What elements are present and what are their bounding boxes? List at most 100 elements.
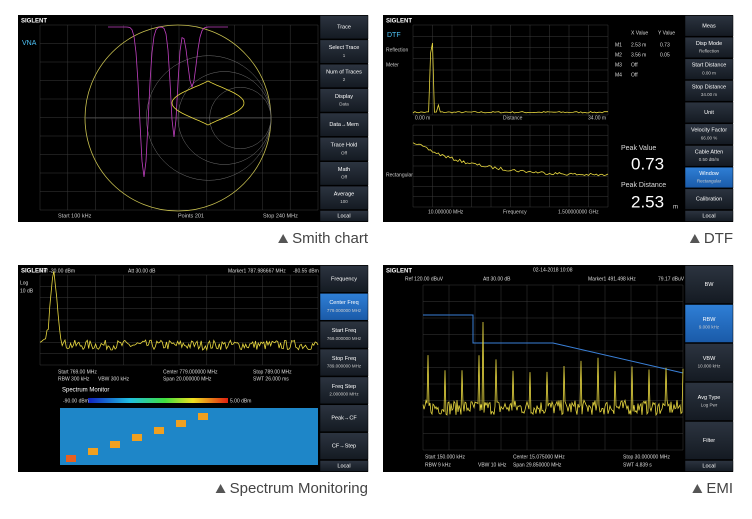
screen-label: Span 29.850000 MHz [513, 462, 562, 468]
screen-label: Rectangular [386, 172, 413, 178]
screen-label: M3 [615, 62, 622, 68]
softkey-value: 1 [343, 53, 346, 58]
softkey-value: 779.000000 MHz [327, 308, 362, 313]
softkey [319, 265, 369, 293]
softkey [684, 58, 734, 80]
softkey-title: Data→Mem [329, 122, 359, 128]
screen-label: Frequency [503, 209, 527, 215]
softkey-title: Select Trace [329, 45, 360, 51]
softkey-title: Local [702, 213, 715, 219]
burst [66, 455, 76, 462]
screen-label: Off [631, 62, 638, 68]
softkey-title: Display [335, 94, 353, 100]
softkey [319, 161, 369, 186]
softkey-title: Velocity Factor [691, 128, 727, 134]
loss-trace [412, 142, 609, 177]
burst [176, 420, 186, 427]
softkey [684, 80, 734, 102]
softkey-title: BW [705, 282, 715, 288]
color-bar [88, 398, 228, 403]
screen-label: 10 dB [20, 288, 34, 294]
softkey-title: Local [337, 463, 350, 469]
softkey [684, 188, 734, 210]
softkey [684, 145, 734, 167]
softkey-value: 0.00 m [702, 70, 716, 75]
screen-label: RBW 9 kHz [425, 462, 451, 468]
softkey [684, 304, 734, 343]
burst [198, 413, 208, 420]
softkey [319, 376, 369, 405]
screen-label: 10.000000 MHz [428, 209, 464, 215]
screen-label: Start 100 kHz [58, 213, 92, 219]
softkey [684, 123, 734, 145]
caption: Smith chart [292, 230, 369, 247]
screen-label: 0.73 [660, 42, 670, 48]
softkey-title: Start Freq [332, 328, 356, 334]
softkey-title: Local [702, 463, 715, 469]
softkey [319, 137, 369, 161]
screen-label: 0.05 [660, 52, 670, 58]
screen-label: Points 201 [178, 213, 204, 219]
softkey [684, 210, 734, 222]
softkey [319, 320, 369, 349]
softkey-value: 0.50 dB/m [699, 157, 720, 162]
screen-label: Meter [386, 62, 399, 68]
screen-label: Ref 120.00 dBuV [405, 276, 444, 282]
screen-label: VBW 300 kHz [98, 376, 130, 382]
yellow-trace [171, 80, 245, 126]
spectrogram [60, 408, 318, 465]
caption: EMI [706, 480, 733, 497]
softkey [684, 265, 734, 304]
screen-label: -90.00 dBm [63, 398, 89, 404]
screen-label: 0.73 [631, 154, 664, 173]
screen-label: Stop 789.00 MHz [253, 369, 292, 375]
screen-label: Start 150.000 kHz [425, 454, 466, 460]
dtf-trace [412, 42, 608, 114]
screen-label: Center 779.000000 MHz [163, 369, 218, 375]
screen-label: Reflection [386, 47, 408, 53]
caption-triangle [692, 484, 703, 493]
softkey [684, 166, 734, 189]
screen-label: Peak Value [621, 145, 656, 152]
screen-label: -80.55 dBm [293, 268, 319, 274]
softkey-title: Start Distance [692, 63, 727, 69]
screen-label: 34.00 m [588, 115, 606, 121]
emi-trace [422, 321, 684, 417]
softkey-title: Unit [704, 110, 714, 116]
softkey [319, 293, 369, 321]
softkey-title: Stop Freq [332, 356, 356, 362]
softkey [319, 64, 369, 88]
softkey-title: Trace Hold [331, 143, 358, 149]
softkey-value: 769.000000 MHz [327, 336, 362, 341]
softkey-title: Math [338, 167, 350, 173]
caption-triangle [215, 484, 226, 493]
softkey-value: Log Pwr [701, 403, 718, 408]
softkey [319, 210, 369, 222]
burst [110, 441, 120, 448]
softkey-title: Num of Traces [326, 69, 362, 75]
screen-label: X Value [631, 30, 648, 36]
screen-label: 02-14-2018 10:08 [533, 267, 573, 273]
caption: DTF [704, 230, 733, 247]
softkey [684, 15, 734, 37]
softkey-title: Trace [337, 25, 351, 31]
screen [383, 15, 733, 222]
screen-label: Center 15.075000 MHz [513, 454, 565, 460]
screen-label: Y Value [658, 30, 675, 36]
softkey-title: Frequency [331, 276, 357, 282]
softkey-value: 9.000 kHz [699, 325, 720, 330]
logo: SIGLENT [386, 269, 412, 275]
softkey-title: Peak→CF [331, 416, 357, 422]
softkey-title: VBW [703, 356, 716, 362]
screen-label: Span 20.000000 MHz [163, 376, 212, 382]
softkey-value: 2.000000 MHz [329, 392, 359, 397]
softkey-value: Off [341, 175, 348, 180]
softkey [319, 112, 369, 137]
softkey [684, 382, 734, 421]
screen-label: 0.00 m [415, 115, 430, 121]
screen-label: m [673, 205, 678, 211]
softkey-value: 34.00 m [701, 92, 718, 97]
softkey-title: Avg Type [698, 395, 721, 401]
softkey [319, 15, 369, 40]
